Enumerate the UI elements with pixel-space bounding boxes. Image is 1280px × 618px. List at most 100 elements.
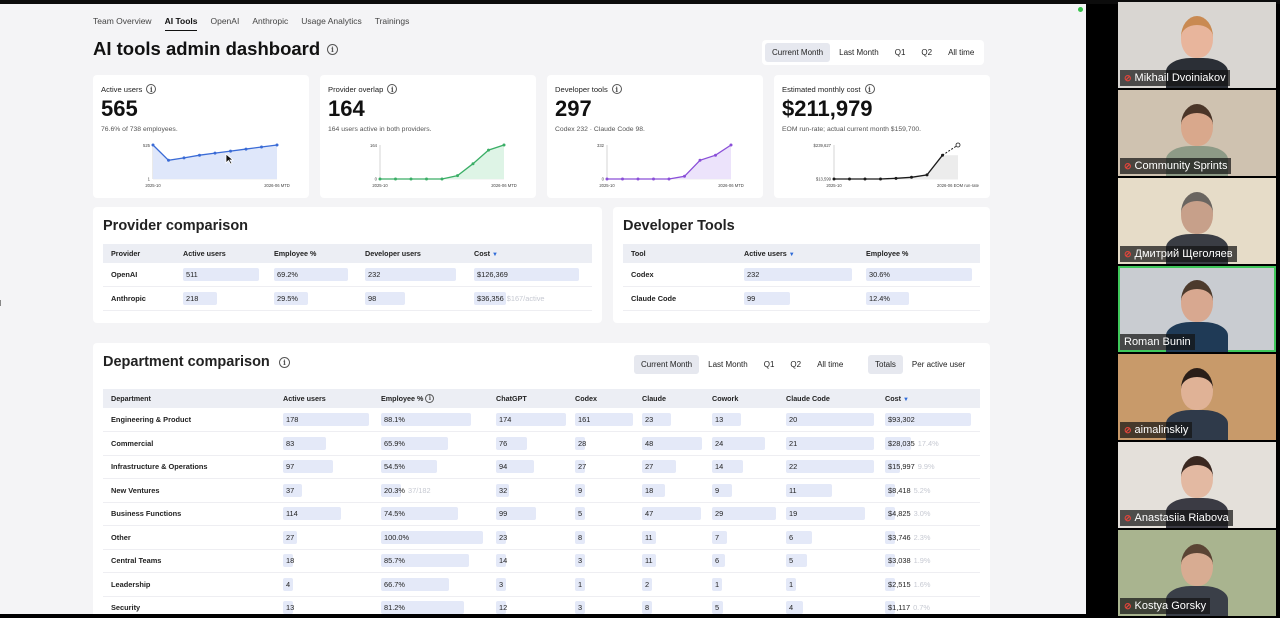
bar-fill	[496, 436, 527, 450]
table-row[interactable]: Central Teams 18 85.7%18/21 14 3 11 6 5 $3,0381.…	[103, 549, 980, 573]
info-icon[interactable]: i	[864, 84, 875, 94]
table-cell: 21	[778, 431, 877, 456]
participant-tile[interactable]: Roman Bunin	[1118, 266, 1276, 352]
period-current-month-button[interactable]: Current Month	[765, 43, 831, 62]
cell-value: 9	[715, 485, 720, 495]
value-bar: 32	[496, 483, 566, 497]
value-bar: 74.5%114/153	[381, 507, 483, 521]
column-header[interactable]: Claude Code	[778, 389, 877, 408]
tab-usage-analytics[interactable]: Usage Analytics	[301, 16, 362, 26]
kpi-label-text: Estimated monthly cost	[782, 84, 861, 94]
participant-name: Community Sprints	[1134, 160, 1228, 172]
sparkline-point	[229, 149, 232, 153]
period-q1-button[interactable]: Q1	[894, 48, 906, 57]
cell-value: 28	[578, 438, 587, 448]
column-header-cost[interactable]: Cost ▼	[466, 244, 592, 263]
column-header-active-users[interactable]: Active users ▼	[736, 244, 858, 263]
sparkline-point	[863, 177, 867, 181]
tab-ai-tools[interactable]: AI Tools	[164, 16, 198, 31]
column-header[interactable]: ChatGPT	[488, 389, 567, 408]
column-header[interactable]: Active users	[275, 389, 373, 408]
cell-note: 3.0%	[913, 509, 931, 519]
mode-per-active-user-button[interactable]: Per active user	[911, 360, 966, 369]
mode-totals-button[interactable]: Totals	[868, 355, 903, 374]
cell-value: $36,356	[477, 293, 504, 303]
table-row[interactable]: Codex 232 30.6%	[623, 263, 980, 287]
sparkline-point	[213, 151, 217, 155]
info-icon[interactable]: i	[387, 84, 398, 94]
period-q2-button[interactable]: Q2	[790, 360, 802, 369]
period-last-month-button[interactable]: Last Month	[708, 360, 748, 369]
column-header[interactable]: Cowork	[704, 389, 778, 408]
table-row[interactable]: Business Functions 114 74.5%114/153 99 5 47 29…	[103, 502, 980, 526]
table-row[interactable]: OpenAI 511 69.2% 232 $126,369$247/active	[103, 263, 592, 287]
cell-value: 76	[499, 438, 508, 448]
info-icon[interactable]: i	[611, 84, 622, 94]
table-row[interactable]: Engineering & Product 178 88.1%178/202 174 1…	[103, 408, 980, 432]
bar-fill	[283, 507, 342, 521]
edge-marker	[0, 300, 3, 306]
tab-anthropic[interactable]: Anthropic	[252, 16, 289, 26]
column-header[interactable]: Provider	[103, 244, 175, 263]
table-row[interactable]: Infrastructure & Operations 97 54.5%97/178…	[103, 455, 980, 479]
column-header[interactable]: Department	[103, 389, 275, 408]
bar-fill	[381, 601, 464, 614]
column-header[interactable]: Codex	[567, 389, 634, 408]
tab-trainings[interactable]: Trainings	[374, 16, 410, 26]
period-last-month-button[interactable]: Last Month	[839, 48, 879, 57]
table-row[interactable]: Claude Code 99 12.4%	[623, 286, 980, 311]
info-icon[interactable]: i	[279, 357, 290, 368]
bar-fill	[381, 413, 471, 426]
kpi-label: Estimated monthly cost i	[782, 84, 875, 94]
participant-video	[1181, 544, 1213, 586]
bar-fill	[885, 554, 895, 568]
tab-openai[interactable]: OpenAI	[210, 16, 240, 26]
period-q2-button[interactable]: Q2	[921, 48, 933, 57]
table-cell: Commercial	[103, 431, 275, 456]
period-q1-button[interactable]: Q1	[763, 360, 775, 369]
x-end-label: 2026-06 EOM run-rate	[937, 183, 980, 188]
column-header-cost[interactable]: Cost ▼	[877, 389, 980, 408]
info-icon[interactable]: i	[425, 394, 435, 404]
bar-fill	[474, 268, 579, 281]
sparkline-point	[910, 175, 913, 179]
participant-tile[interactable]: ⊘ Kostya Gorsky	[1118, 530, 1276, 616]
value-bar: 232	[365, 268, 461, 281]
table-row[interactable]: Anthropic 218 29.5% 98 $36,356 $167/active	[103, 286, 592, 311]
cell-value: 32	[499, 485, 508, 495]
column-header[interactable]: Claude	[634, 389, 704, 408]
participant-tile[interactable]: ⊘ Mikhail Dvoiniakov	[1118, 2, 1276, 88]
participant-tile[interactable]: ⊘ aimalinskiy	[1118, 354, 1276, 440]
cell-value: 23	[499, 532, 508, 542]
column-header[interactable]: Tool	[623, 244, 736, 263]
column-header[interactable]: Developer users	[357, 244, 466, 263]
column-header[interactable]: Employee %	[266, 244, 357, 263]
participant-tile[interactable]: ⊘ Дмитрий Щеголяев	[1118, 178, 1276, 264]
table-row[interactable]: Commercial 83 65.9%83/126 76 28 48 24 21 $28,035…	[103, 431, 980, 456]
value-bar: 2	[642, 577, 702, 591]
sparkline-point	[198, 153, 201, 157]
table-row[interactable]: New Ventures 37 20.3% 37/182 32 9 18 9 11 $8,418 5…	[103, 478, 980, 503]
column-header[interactable]: Active users	[175, 244, 266, 263]
cell-value: 99	[499, 509, 508, 519]
table-cell: Other	[103, 525, 275, 550]
period-all-time-button[interactable]: All time	[817, 360, 844, 369]
period-current-month-button[interactable]: Current Month	[634, 355, 700, 374]
column-header-employee-pct[interactable]: Employee % i	[373, 389, 488, 408]
info-icon[interactable]: i	[146, 84, 157, 94]
participant-tile[interactable]: ⊘ Community Sprints	[1118, 90, 1276, 176]
sparkline-point	[941, 153, 944, 157]
tab-team-overview[interactable]: Team Overview	[93, 16, 152, 26]
info-icon[interactable]: i	[327, 44, 338, 55]
participant-tile[interactable]: ⊘ Anastasiia Riabova	[1118, 442, 1276, 528]
sparkline-point	[879, 177, 882, 181]
column-header[interactable]: Employee %	[858, 244, 980, 263]
period-all-time-button[interactable]: All time	[948, 48, 975, 57]
sparkline-point	[260, 145, 263, 149]
sparkline-point	[502, 143, 506, 147]
sparkline-point	[894, 176, 898, 180]
table-cell: $4,825 3.0%	[877, 502, 980, 526]
